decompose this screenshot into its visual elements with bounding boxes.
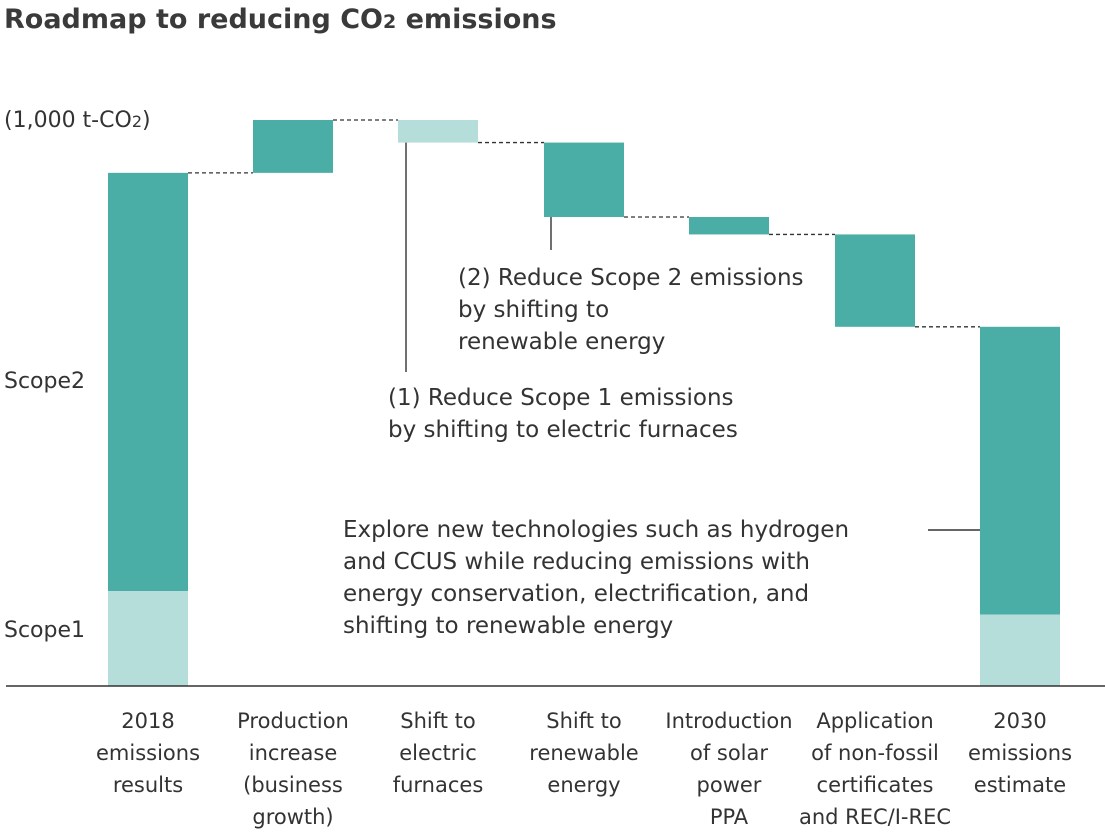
scope1-label: Scope1 — [4, 618, 85, 643]
bar-4-decrease — [689, 216, 769, 235]
scope2-label: Scope2 — [4, 369, 85, 394]
category-label-0: 2018 emissions results — [96, 709, 200, 797]
category-label-5-line-2: certificates — [817, 773, 934, 797]
category-label-2-line-0: Shift to — [400, 709, 476, 733]
category-label-4: Introduction of solar power PPA — [665, 709, 792, 829]
annotation-new-tech-line-3: shifting to renewable energy — [343, 613, 673, 639]
category-label-5-line-0: Application — [816, 709, 933, 733]
bar-0-scope2 — [108, 172, 188, 592]
bar-2-decrease — [398, 120, 478, 143]
category-label-1-line-3: growth) — [252, 805, 333, 829]
category-label-4-line-1: of solar — [690, 741, 768, 765]
category-label-0-line-0: 2018 — [121, 709, 174, 733]
category-label-3: Shift to renewable energy — [529, 709, 638, 797]
category-label-4-line-2: power — [697, 773, 762, 797]
annotation-scope2-reduction-line-1: by shifting to — [458, 297, 609, 323]
annotation-new-tech-line-0: Explore new technologies such as hydroge… — [343, 517, 849, 543]
chart-title-main: Roadmap to reducing CO — [4, 4, 383, 35]
category-label-2: Shift to electric furnaces — [393, 709, 484, 797]
category-label-4-line-3: PPA — [710, 805, 749, 829]
bar-3-decrease — [544, 142, 624, 217]
category-label-1-line-1: increase — [249, 741, 338, 765]
category-label-5-line-3: and REC/I-REC — [799, 805, 951, 829]
category-label-2-line-1: electric — [399, 741, 476, 765]
category-label-1: Production increase (business growth) — [237, 709, 349, 829]
category-label-6: 2030 emissions estimate — [968, 709, 1072, 797]
annotations-layer: (1) Reduce Scope 1 emissions by shifting … — [343, 265, 849, 639]
category-label-5-line-1: of non-fossil — [811, 741, 939, 765]
unit-label-main: (1,000 t-CO — [4, 108, 132, 133]
annotation-scope1-reduction-line-0: (1) Reduce Scope 1 emissions — [388, 385, 734, 411]
category-label-1-line-0: Production — [237, 709, 349, 733]
chart-title-tail: emissions — [396, 4, 556, 35]
bar-5-decrease — [835, 234, 915, 327]
annotation-scope2-reduction-line-2: renewable energy — [458, 329, 665, 355]
unit-label: (1,000 t-CO2) — [4, 108, 151, 133]
bar-6-scope2 — [980, 326, 1060, 615]
category-label-3-line-2: energy — [547, 773, 620, 797]
chart-title-subscript: 2 — [383, 11, 396, 33]
category-labels: 2018 emissions results Production increase (b… — [96, 709, 1072, 829]
bar-0-scope1 — [108, 591, 188, 686]
annotation-scope1-reduction: (1) Reduce Scope 1 emissions by shifting … — [388, 385, 738, 443]
category-label-2-line-2: furnaces — [393, 773, 484, 797]
category-label-0-line-1: emissions — [96, 741, 200, 765]
category-label-5: Application of non-fossil certificates and … — [799, 709, 951, 829]
category-label-4-line-0: Introduction — [665, 709, 792, 733]
annotation-scope1-reduction-line-1: by shifting to electric furnaces — [388, 417, 738, 443]
unit-label-subscript: 2 — [132, 112, 142, 131]
bar-1-increase — [253, 120, 333, 173]
leaders-layer — [405, 142, 980, 531]
connectors-layer — [188, 119, 980, 328]
annotation-scope2-reduction: (2) Reduce Scope 2 emissions by shifting … — [458, 265, 804, 355]
bars-layer — [108, 120, 1060, 686]
category-label-1-line-2: (business — [243, 773, 343, 797]
annotation-new-tech: Explore new technologies such as hydroge… — [343, 517, 849, 639]
category-label-6-line-1: emissions — [968, 741, 1072, 765]
annotation-new-tech-line-1: and CCUS while reducing emissions with — [343, 549, 810, 575]
annotation-scope2-reduction-line-0: (2) Reduce Scope 2 emissions — [458, 265, 804, 291]
chart-title: Roadmap to reducing CO2 emissions — [4, 4, 557, 35]
bar-6-scope1 — [980, 614, 1060, 686]
category-label-3-line-1: renewable — [529, 741, 638, 765]
category-label-3-line-0: Shift to — [546, 709, 622, 733]
category-label-0-line-2: results — [113, 773, 183, 797]
annotation-new-tech-line-2: energy conservation, electrification, an… — [343, 581, 809, 607]
unit-label-tail: ) — [142, 108, 151, 133]
category-label-6-line-2: estimate — [974, 773, 1066, 797]
category-label-6-line-0: 2030 — [993, 709, 1046, 733]
